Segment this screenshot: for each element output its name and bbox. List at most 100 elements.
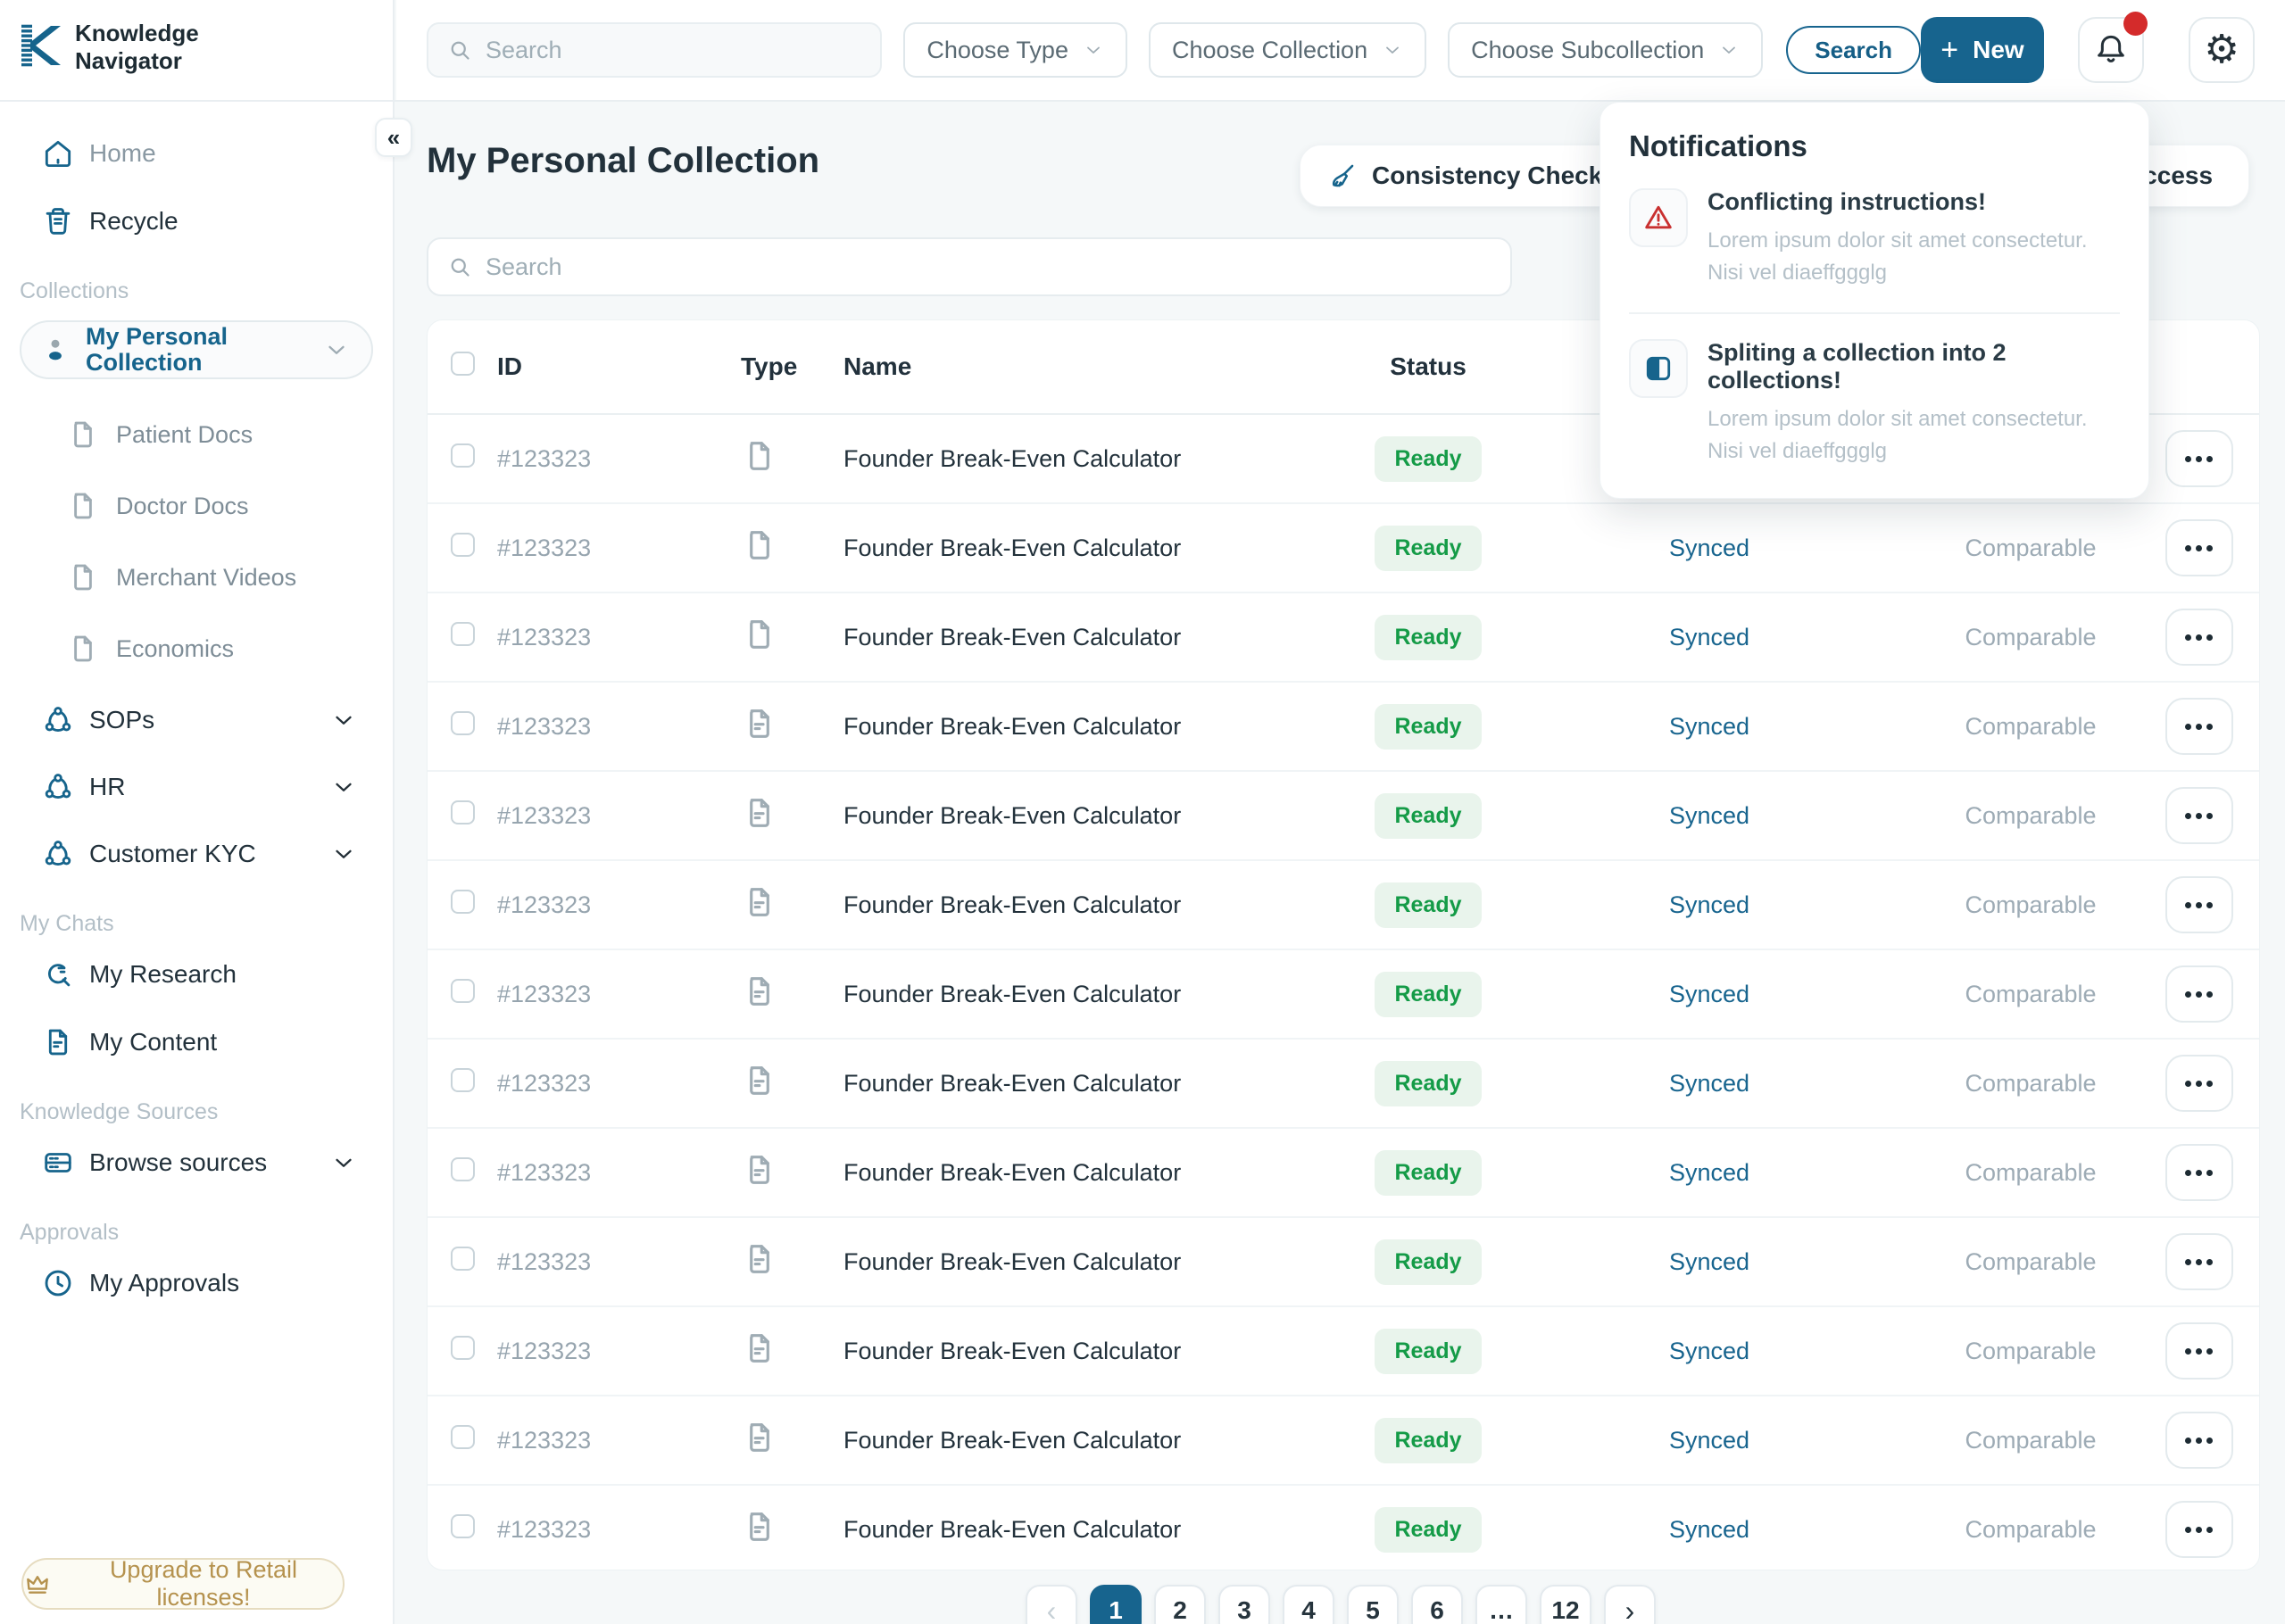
sidebar-item-my-content[interactable]: My Content: [0, 1021, 393, 1064]
column-header-status: Status: [1390, 352, 1467, 380]
notification-item[interactable]: Conflicting instructions! Lorem ipsum do…: [1629, 163, 2120, 289]
global-search-input[interactable]: [486, 36, 863, 64]
pagination-button[interactable]: …: [1475, 1585, 1527, 1624]
sidebar-subcollection-item[interactable]: Merchant Videos: [0, 556, 393, 599]
search-icon: [451, 258, 469, 277]
row-checkbox[interactable]: [451, 1068, 475, 1092]
pagination-button[interactable]: 12: [1540, 1585, 1591, 1624]
notification-item[interactable]: Spliting a collection into 2 collections…: [1629, 312, 2120, 468]
file-text-icon: [750, 976, 769, 1006]
row-checkbox[interactable]: [451, 979, 475, 1003]
sync-status: Synced: [1668, 712, 1750, 740]
pagination-button[interactable]: 3: [1218, 1585, 1270, 1624]
row-checkbox[interactable]: [451, 1247, 475, 1271]
row-name: Founder Break-Even Calculator: [843, 1337, 1182, 1364]
compare-status: Comparable: [1965, 712, 2097, 740]
sidebar-item-my-research[interactable]: My Research: [0, 953, 393, 996]
collection-search-input[interactable]: [486, 253, 1492, 281]
compare-status: Comparable: [1965, 1158, 2097, 1186]
row-actions-button[interactable]: [2165, 1322, 2233, 1380]
pagination-button[interactable]: 1: [1090, 1585, 1142, 1624]
notification-body: Lorem ipsum dolor sit amet consectetur. …: [1708, 407, 2088, 463]
row-actions-button[interactable]: [2165, 1144, 2233, 1201]
pagination-button[interactable]: 4: [1283, 1585, 1334, 1624]
row-checkbox[interactable]: [451, 800, 475, 824]
row-checkbox[interactable]: [451, 1514, 475, 1538]
pagination-button[interactable]: ›: [1604, 1585, 1656, 1624]
row-actions-button[interactable]: [2165, 519, 2233, 576]
filter-dropdown[interactable]: Choose Collection: [1148, 22, 1427, 78]
notifications-popover: Notifications Conflicting instructions!: [1600, 102, 2149, 499]
sidebar-item-recycle[interactable]: Recycle: [0, 200, 393, 243]
search-button[interactable]: Search: [1786, 26, 1921, 74]
crown-icon: [27, 1576, 48, 1594]
row-checkbox[interactable]: [451, 622, 475, 646]
sidebar-group-item[interactable]: SOPs: [0, 699, 393, 742]
status-badge: Ready: [1375, 971, 1482, 1017]
status-badge: Ready: [1375, 1060, 1482, 1106]
select-all-checkbox[interactable]: [451, 352, 475, 376]
row-name: Founder Break-Even Calculator: [843, 980, 1182, 1007]
sidebar-item-my-approvals[interactable]: My Approvals: [0, 1262, 393, 1305]
pagination-button[interactable]: 2: [1154, 1585, 1206, 1624]
topbar-actions: + New ⚙: [1921, 12, 2255, 83]
gear-icon: ⚙: [2204, 27, 2239, 72]
notifications-button[interactable]: [2078, 12, 2148, 83]
broom-icon: [1332, 164, 1354, 187]
pagination-button[interactable]: 5: [1347, 1585, 1399, 1624]
table-row: #123323 Founder Break-Even Calculator Re…: [428, 1040, 2259, 1129]
row-id: #123323: [497, 444, 592, 472]
row-actions-button[interactable]: [2165, 787, 2233, 844]
row-actions-button[interactable]: [2165, 1501, 2233, 1558]
sidebar-subcollection-item[interactable]: Economics: [0, 627, 393, 670]
row-actions-button[interactable]: [2165, 609, 2233, 666]
compare-status: Comparable: [1965, 1426, 2097, 1454]
new-button[interactable]: + New: [1921, 17, 2044, 83]
row-actions-button[interactable]: [2165, 1233, 2233, 1290]
status-badge: Ready: [1375, 792, 1482, 839]
row-checkbox[interactable]: [451, 890, 475, 914]
table-row: #123323 Founder Break-Even Calculator Re…: [428, 504, 2259, 593]
row-checkbox[interactable]: [451, 1157, 475, 1181]
row-name: Founder Break-Even Calculator: [843, 1158, 1182, 1186]
sidebar-group-item[interactable]: HR: [0, 766, 393, 808]
sidebar-collapse-button[interactable]: «: [375, 118, 412, 157]
file-text-icon: [750, 1422, 769, 1452]
sidebar-item-browse-sources[interactable]: Browse sources: [0, 1141, 393, 1184]
sidebar-item-my-personal-collection[interactable]: My Personal Collection: [20, 320, 373, 379]
pagination-button[interactable]: ‹: [1026, 1585, 1077, 1624]
row-actions-button[interactable]: [2165, 876, 2233, 933]
row-name: Founder Break-Even Calculator: [843, 801, 1182, 829]
row-checkbox[interactable]: [451, 443, 475, 468]
sidebar-subcollection-item[interactable]: Patient Docs: [0, 413, 393, 456]
table-row: #123323 Founder Break-Even Calculator Re…: [428, 683, 2259, 772]
consistency-check-button[interactable]: Consistency Check: [1300, 145, 1631, 207]
row-checkbox[interactable]: [451, 533, 475, 557]
kebab-icon: [2185, 901, 2191, 908]
global-search: [427, 22, 883, 78]
row-checkbox[interactable]: [451, 1336, 475, 1360]
row-checkbox[interactable]: [451, 1425, 475, 1449]
row-checkbox[interactable]: [451, 711, 475, 735]
row-actions-button[interactable]: [2165, 1412, 2233, 1469]
row-actions-button[interactable]: [2165, 1055, 2233, 1112]
upgrade-button[interactable]: Upgrade to Retail licenses!: [21, 1556, 345, 1611]
file-blank-icon: [750, 441, 769, 470]
row-actions-button[interactable]: [2165, 430, 2233, 487]
row-actions-button[interactable]: [2165, 965, 2233, 1023]
sidebar-item-home[interactable]: Home: [0, 132, 393, 175]
filter-dropdown-label: Choose Subcollection: [1471, 36, 1705, 63]
split-collection-icon: [1646, 356, 1671, 381]
row-actions-button[interactable]: [2165, 698, 2233, 755]
compare-status: Comparable: [1965, 891, 2097, 918]
settings-button[interactable]: ⚙: [2189, 17, 2255, 83]
status-badge: Ready: [1375, 1328, 1482, 1374]
chevron-down-icon: [1087, 46, 1100, 54]
sidebar-group-item[interactable]: Customer KYC: [0, 833, 393, 875]
brand-logo: Knowledge Navigator: [0, 0, 393, 75]
filter-dropdown[interactable]: Choose Subcollection: [1448, 22, 1764, 78]
pagination-button[interactable]: 6: [1411, 1585, 1463, 1624]
filter-dropdown[interactable]: Choose Type: [903, 22, 1127, 78]
sidebar-subcollection-item[interactable]: Doctor Docs: [0, 485, 393, 527]
